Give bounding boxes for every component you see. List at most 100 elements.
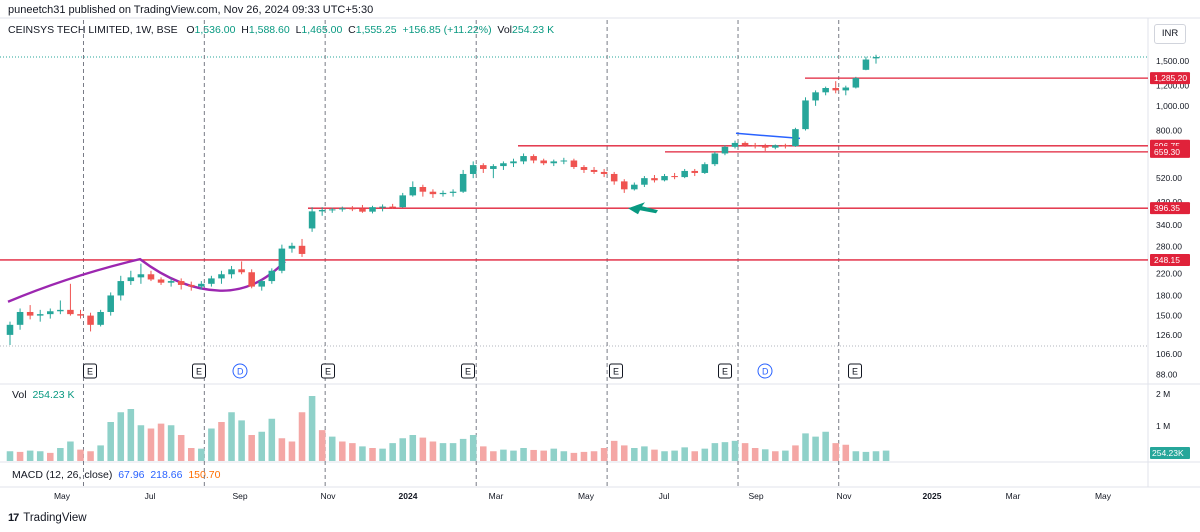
volume-bar bbox=[459, 438, 467, 461]
volume-bar bbox=[610, 440, 618, 461]
open-key: O bbox=[186, 24, 195, 36]
volume-bar bbox=[751, 448, 759, 461]
volume-badge bbox=[1150, 447, 1190, 459]
candle-body bbox=[399, 195, 406, 208]
macd-label[interactable]: MACD (12, 26, close) bbox=[12, 469, 113, 481]
candle-body bbox=[339, 208, 346, 210]
volume-bar bbox=[16, 451, 24, 461]
candle-body bbox=[620, 181, 628, 190]
volume-bar bbox=[6, 451, 14, 461]
candle-body bbox=[177, 281, 185, 285]
y-tick-label: 340.00 bbox=[1156, 220, 1182, 230]
volume-bar bbox=[711, 443, 719, 461]
open-value: 1,536.00 bbox=[194, 24, 236, 36]
volume-axis-label: 2 M bbox=[1156, 389, 1170, 399]
y-tick-label: 280.00 bbox=[1156, 242, 1182, 252]
volume-bar bbox=[550, 448, 558, 461]
level-badge bbox=[1150, 139, 1190, 152]
volume-bar bbox=[157, 423, 165, 461]
candle-body bbox=[429, 191, 437, 195]
volume-bar bbox=[187, 448, 195, 461]
candle-body bbox=[349, 208, 356, 210]
candle-body bbox=[530, 156, 537, 161]
candle-body bbox=[288, 245, 296, 249]
volume-bar bbox=[812, 436, 819, 461]
volume-bar bbox=[590, 451, 598, 461]
candle-body bbox=[6, 324, 14, 335]
close-key: C bbox=[348, 24, 356, 36]
candle-body bbox=[651, 178, 658, 181]
low-value: 1,465.00 bbox=[301, 24, 343, 36]
earnings-marker-label: E bbox=[325, 367, 331, 377]
volume-bar bbox=[117, 412, 125, 461]
candle-body bbox=[379, 206, 386, 208]
volume-bar bbox=[661, 451, 668, 461]
candle-body bbox=[852, 78, 860, 88]
candle-body bbox=[127, 277, 135, 282]
cup-pattern-curve bbox=[7, 257, 286, 303]
volume-bar bbox=[540, 450, 547, 461]
earnings-marker-icon bbox=[461, 363, 475, 379]
volume-bar bbox=[228, 412, 235, 461]
candle-body bbox=[590, 169, 598, 172]
candle-body bbox=[510, 161, 517, 164]
close-value: 1,555.25 bbox=[355, 24, 397, 36]
x-axis-label: 2025 bbox=[923, 491, 942, 501]
volume-bar bbox=[641, 446, 648, 461]
candle-body bbox=[832, 88, 839, 91]
candle-body bbox=[661, 176, 668, 181]
brand: 17 TradingView bbox=[8, 512, 87, 524]
candle-body bbox=[147, 274, 155, 280]
symbol-label[interactable]: CEINSYS TECH LIMITED, 1W, BSE bbox=[8, 24, 178, 36]
candle-body bbox=[258, 281, 266, 287]
candle-body bbox=[67, 309, 74, 315]
candle-body bbox=[389, 206, 396, 208]
candle-body bbox=[47, 311, 54, 315]
volume-bar bbox=[480, 446, 487, 461]
volume-bar bbox=[671, 450, 678, 461]
volume-bar bbox=[36, 451, 44, 461]
earnings-marker-label: E bbox=[722, 367, 728, 377]
currency-button[interactable]: INR bbox=[1154, 24, 1186, 44]
candle-body bbox=[761, 146, 769, 148]
candle-body bbox=[419, 186, 427, 192]
level-badge bbox=[1150, 202, 1190, 215]
candle-body bbox=[87, 315, 94, 325]
level-label: 696.75 bbox=[1154, 141, 1180, 151]
volume-bar bbox=[862, 451, 870, 461]
candle-body bbox=[318, 209, 326, 212]
volume-bar bbox=[278, 438, 286, 461]
volume-bar bbox=[570, 452, 578, 461]
volume-label[interactable]: Vol bbox=[12, 389, 27, 401]
candle-body bbox=[97, 311, 104, 325]
volume-bar bbox=[449, 443, 457, 461]
candle-body bbox=[610, 173, 618, 182]
volume-bar bbox=[268, 418, 276, 461]
earnings-marker-icon bbox=[609, 363, 623, 379]
y-tick-label: 800.00 bbox=[1156, 126, 1182, 136]
volume-bar bbox=[872, 451, 880, 461]
candle-body bbox=[157, 279, 165, 283]
level-label: 396.35 bbox=[1154, 203, 1180, 213]
candle-body bbox=[278, 248, 286, 271]
volume-bar bbox=[842, 444, 850, 461]
volume-bar bbox=[580, 451, 588, 461]
candle-body bbox=[872, 57, 880, 59]
x-axis-label: Mar bbox=[489, 491, 504, 501]
x-axis-label: Jul bbox=[145, 491, 156, 501]
volume-bar bbox=[349, 443, 356, 461]
x-axis-label: 2024 bbox=[399, 491, 418, 501]
volume-badge-label: 254.23K bbox=[1152, 448, 1184, 458]
candle-body bbox=[208, 278, 215, 284]
volume-bar bbox=[409, 435, 417, 461]
y-tick-label: 520.00 bbox=[1156, 173, 1182, 183]
volume-bar bbox=[308, 396, 316, 461]
price-legend: CEINSYS TECH LIMITED, 1W, BSE O1,536.00 … bbox=[8, 24, 554, 36]
candle-body bbox=[449, 191, 457, 193]
candle-body bbox=[570, 160, 578, 168]
volume-value: 254.23 K bbox=[32, 389, 75, 401]
volume-bar bbox=[208, 428, 215, 461]
candle-body bbox=[459, 173, 467, 192]
high-value: 1,588.60 bbox=[248, 24, 290, 36]
